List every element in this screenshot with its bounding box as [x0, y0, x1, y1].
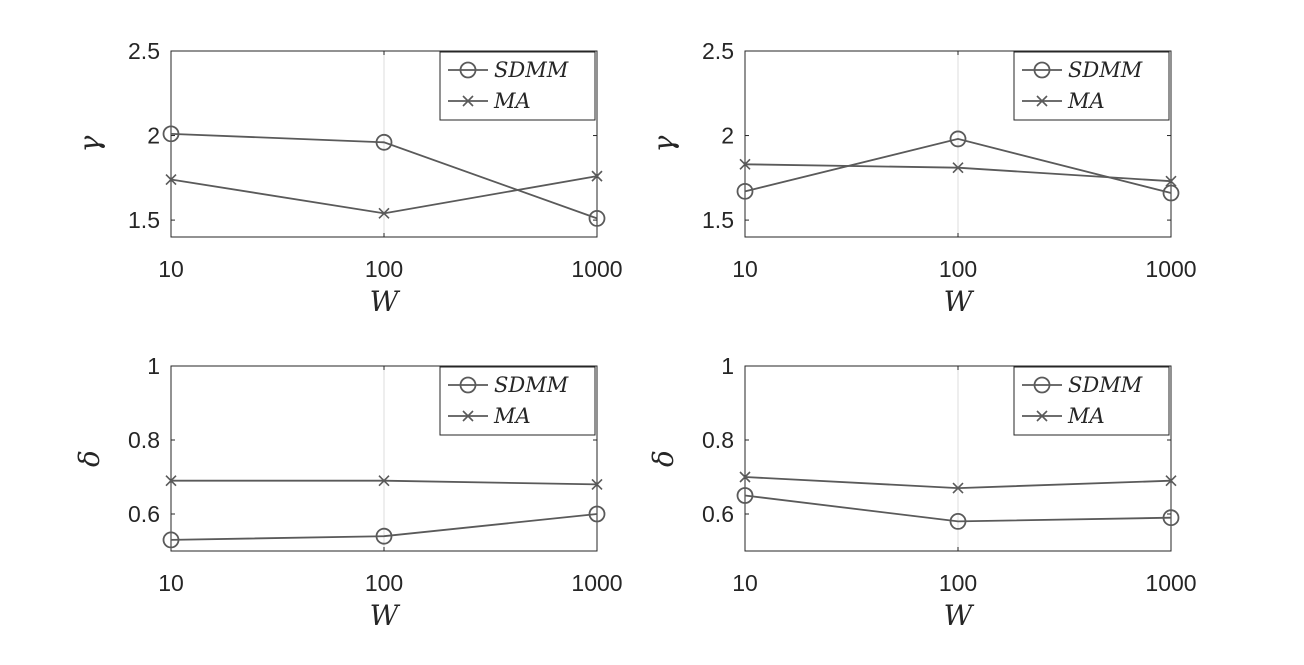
y-tick-label: 0.6	[702, 501, 734, 527]
data-point-sdmm	[1162, 509, 1180, 527]
data-point-ma	[1165, 475, 1177, 487]
legend-label-ma: MA	[493, 404, 531, 428]
x-tick-label: 1000	[571, 570, 622, 596]
y-tick-label: 1.5	[702, 207, 734, 233]
x-axis-label: W	[370, 285, 401, 318]
data-point-sdmm	[736, 182, 754, 200]
chart-panel-3: 10 100 1000 0.6 0.8 1 Wδ SDMM MA	[73, 353, 623, 632]
data-point-ma	[378, 475, 390, 487]
legend-label-ma: MA	[1067, 89, 1105, 113]
legend-label-sdmm: SDMM	[494, 58, 569, 82]
y-axis-label: γ	[647, 135, 680, 152]
legend-marker-ma	[1036, 95, 1048, 107]
legend-marker-sdmm	[1033, 61, 1051, 79]
data-point-sdmm	[162, 125, 180, 143]
series-line-sdmm	[744, 494, 1172, 523]
legend-marker-sdmm	[459, 61, 477, 79]
legend-marker-ma	[462, 410, 474, 422]
y-axis-label: δ	[647, 450, 680, 467]
data-point-ma	[952, 482, 964, 494]
y-axis-label: γ	[73, 135, 106, 152]
data-point-sdmm	[1162, 184, 1180, 202]
chart-panel-2: 10 100 1000 1.5 2 2.5 Wγ SDMM MA	[647, 38, 1197, 318]
y-tick-label: 2	[147, 123, 160, 149]
data-point-sdmm	[375, 133, 393, 151]
legend-label-sdmm: SDMM	[1068, 58, 1143, 82]
x-tick-label: 1000	[1145, 570, 1196, 596]
chart-panel-4: 10 100 1000 0.6 0.8 1 Wδ SDMM MA	[647, 353, 1197, 632]
legend-label-ma: MA	[493, 89, 531, 113]
x-tick-label: 100	[365, 570, 403, 596]
y-tick-label: 0.8	[128, 427, 160, 453]
x-tick-label: 10	[732, 570, 758, 596]
data-point-ma	[165, 173, 177, 186]
legend-marker-sdmm	[459, 376, 477, 394]
x-tick-label: 10	[732, 256, 758, 282]
data-point-ma	[591, 170, 603, 182]
y-tick-label: 1	[721, 353, 734, 379]
series-line-sdmm	[170, 513, 598, 541]
chart-panel-1: 10 100 1000 1.5 2 2.5 Wγ SDMM MA	[73, 38, 623, 318]
data-point-ma	[591, 478, 603, 490]
x-tick-label: 1000	[571, 256, 622, 282]
data-point-sdmm	[588, 505, 606, 523]
legend-label-sdmm: SDMM	[494, 373, 569, 397]
data-point-ma	[1165, 175, 1177, 187]
y-axis-label: δ	[73, 450, 106, 467]
legend: SDMM MA	[439, 366, 596, 436]
y-tick-label: 0.6	[128, 501, 160, 527]
legend: SDMM MA	[1013, 51, 1170, 121]
y-tick-label: 2	[721, 123, 734, 149]
legend-label-ma: MA	[1067, 404, 1105, 428]
x-axis-label: W	[944, 285, 975, 318]
series-line-sdmm	[744, 137, 1172, 194]
x-tick-label: 100	[939, 256, 977, 282]
y-tick-label: 1	[147, 353, 160, 379]
legend: SDMM MA	[1013, 366, 1170, 436]
data-point-sdmm	[162, 531, 180, 549]
data-point-sdmm	[949, 513, 967, 530]
y-tick-label: 1.5	[128, 207, 160, 233]
x-tick-label: 100	[365, 256, 403, 282]
x-tick-label: 10	[158, 256, 184, 282]
legend-marker-ma	[462, 95, 474, 107]
data-point-sdmm	[949, 130, 967, 148]
data-point-sdmm	[736, 487, 754, 504]
x-axis-label: W	[944, 599, 975, 632]
y-tick-label: 2.5	[702, 38, 734, 64]
x-tick-label: 10	[158, 570, 184, 596]
y-tick-label: 2.5	[128, 38, 160, 64]
y-tick-label: 0.8	[702, 427, 734, 453]
data-point-ma	[952, 162, 964, 174]
legend: SDMM MA	[439, 51, 596, 121]
data-point-ma	[739, 471, 751, 483]
data-point-ma	[165, 475, 177, 487]
legend-marker-ma	[1036, 410, 1048, 422]
data-point-sdmm	[588, 209, 606, 227]
x-tick-label: 1000	[1145, 256, 1196, 282]
series-line-sdmm	[170, 132, 598, 220]
data-point-sdmm	[375, 527, 393, 545]
x-axis-label: W	[370, 599, 401, 632]
x-tick-label: 100	[939, 570, 977, 596]
data-point-ma	[378, 207, 390, 219]
legend-marker-sdmm	[1033, 376, 1051, 394]
legend-label-sdmm: SDMM	[1068, 373, 1143, 397]
data-point-ma	[739, 158, 751, 170]
